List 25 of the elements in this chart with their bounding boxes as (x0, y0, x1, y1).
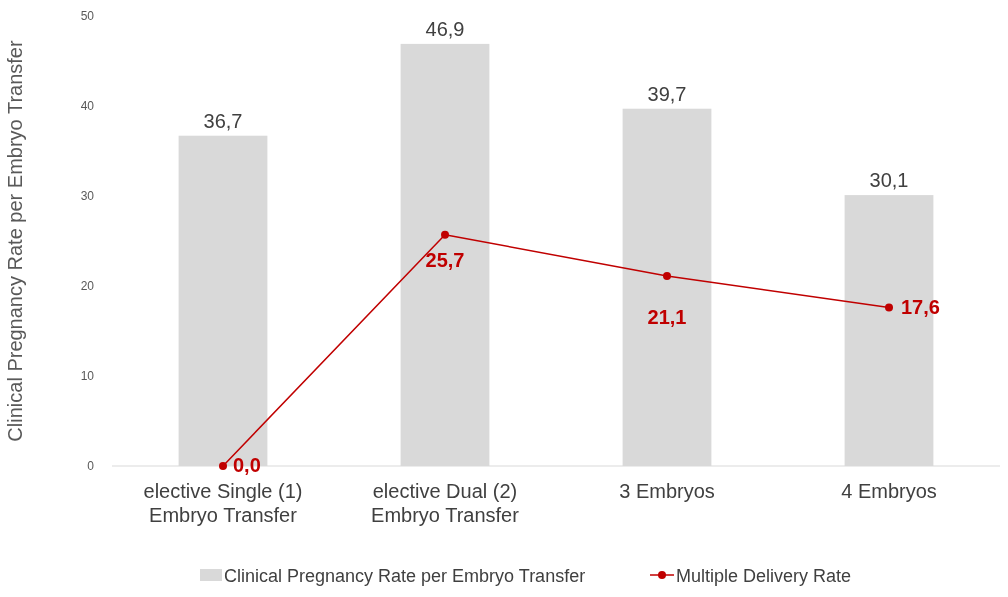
data-label: 17,6 (901, 295, 940, 318)
data-label: 30,1 (869, 169, 909, 192)
y-tick-label: 10 (80, 369, 95, 383)
data-label: 39,7 (647, 82, 687, 105)
x-tick-label: 3 Embryos (619, 480, 715, 502)
data-label: 25,7 (425, 248, 465, 271)
legend-label: Clinical Pregnancy Rate per Embryo Transfer (224, 566, 586, 586)
point (219, 462, 227, 470)
legend-label: Multiple Delivery Rate (676, 566, 852, 586)
x-tick-label: 4 Embryos (841, 480, 937, 502)
y-tick-label: 30 (80, 189, 95, 203)
data-label: 0,0 (233, 454, 261, 476)
x-tick-label: elective Single (1) Embryo Transfer (143, 480, 303, 526)
y-tick-label: 40 (80, 99, 95, 113)
point (663, 272, 671, 281)
y-axis-title: Clinical Pregnancy Rate per Embryo Transfer (4, 40, 26, 442)
data-label: 46,9 (425, 17, 465, 40)
point (441, 230, 449, 239)
y-tick-label: 50 (80, 9, 95, 23)
y-tick-label: 20 (80, 279, 95, 293)
x-tick-label: elective Dual (2) Embryo Transfer (371, 480, 520, 526)
y-tick-label: 0 (87, 459, 95, 473)
point (885, 303, 893, 312)
data-label: 36,7 (203, 109, 243, 132)
data-label: 21,1 (647, 306, 687, 329)
